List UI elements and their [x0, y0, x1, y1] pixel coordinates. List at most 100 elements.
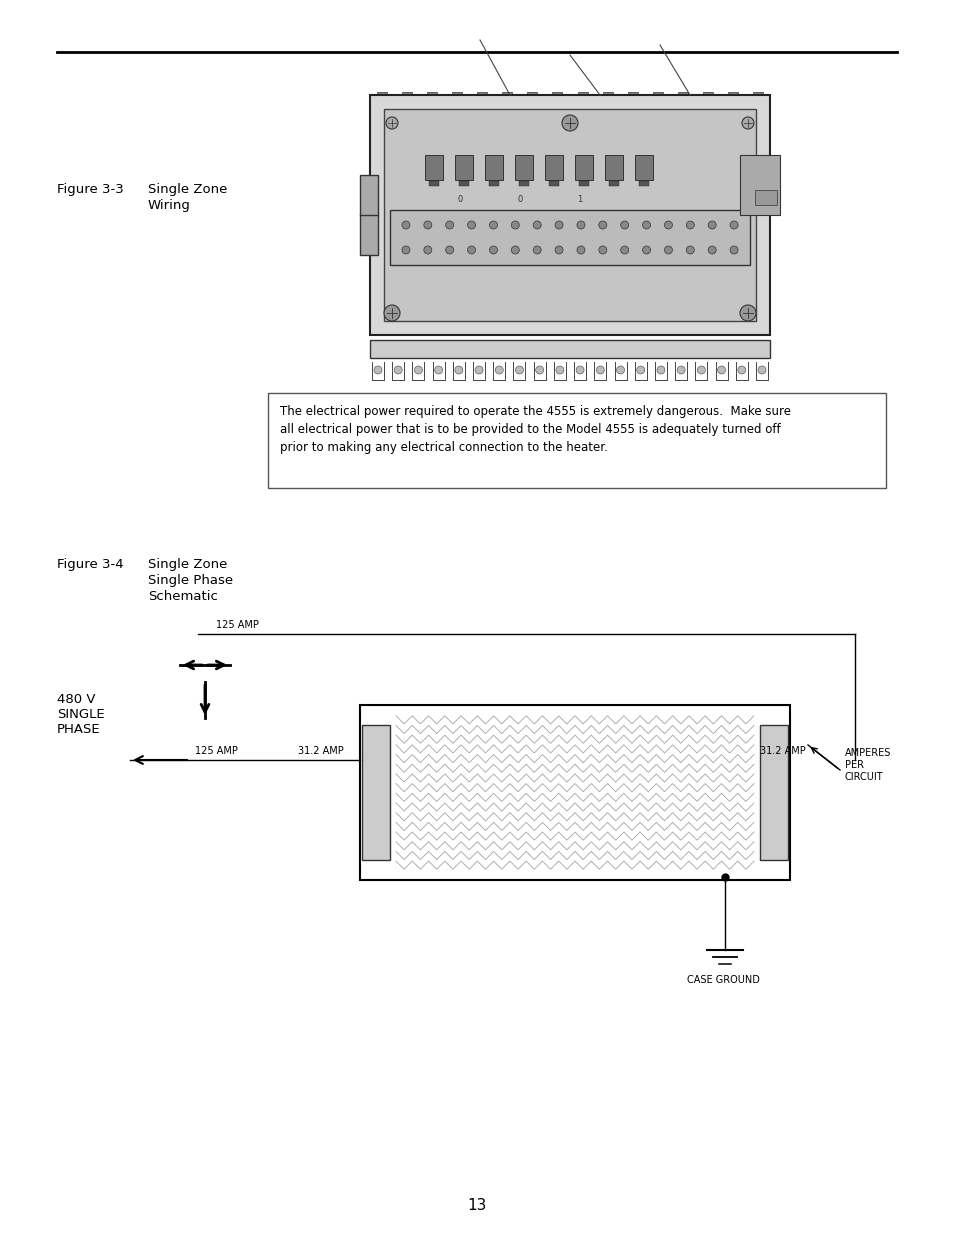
Circle shape	[394, 366, 402, 374]
Circle shape	[707, 221, 716, 228]
Bar	[652, 91, 662, 100]
Circle shape	[536, 366, 543, 374]
Circle shape	[663, 221, 672, 228]
Circle shape	[616, 366, 624, 374]
Circle shape	[495, 366, 503, 374]
Circle shape	[577, 246, 584, 254]
Circle shape	[577, 221, 584, 228]
Circle shape	[729, 246, 738, 254]
Bar	[502, 91, 512, 100]
Circle shape	[717, 366, 725, 374]
Bar	[548, 182, 558, 186]
Bar	[635, 156, 652, 180]
Text: 1: 1	[577, 195, 582, 204]
Bar	[578, 182, 588, 186]
Bar	[677, 91, 687, 100]
Bar	[727, 91, 738, 100]
Bar	[455, 156, 473, 180]
Circle shape	[677, 366, 684, 374]
Circle shape	[401, 246, 410, 254]
Circle shape	[445, 246, 454, 254]
Text: all electrical power that is to be provided to the Model 4555 is adequately turn: all electrical power that is to be provi…	[280, 424, 780, 436]
Circle shape	[511, 221, 518, 228]
Text: Single Phase: Single Phase	[148, 574, 233, 587]
Circle shape	[642, 246, 650, 254]
Text: Wiring: Wiring	[148, 199, 191, 212]
Bar	[515, 156, 533, 180]
Circle shape	[455, 366, 462, 374]
Text: 0: 0	[456, 195, 462, 204]
Text: CIRCUIT: CIRCUIT	[844, 772, 882, 782]
Bar	[458, 182, 469, 186]
Text: Schematic: Schematic	[148, 590, 217, 603]
Bar	[361, 725, 390, 860]
Circle shape	[467, 221, 475, 228]
Bar	[639, 182, 648, 186]
Circle shape	[475, 366, 482, 374]
Circle shape	[555, 246, 562, 254]
Circle shape	[596, 366, 603, 374]
Text: 13: 13	[467, 1198, 486, 1213]
Circle shape	[414, 366, 422, 374]
Bar	[359, 175, 377, 254]
Bar	[604, 156, 622, 180]
Bar	[370, 95, 769, 112]
Text: Figure 3-4: Figure 3-4	[57, 558, 124, 571]
Text: 480 V: 480 V	[57, 693, 95, 706]
Bar	[608, 182, 618, 186]
Circle shape	[515, 366, 523, 374]
Bar	[489, 182, 498, 186]
Circle shape	[642, 221, 650, 228]
Text: The electrical power required to operate the 4555 is extremely dangerous.  Make : The electrical power required to operate…	[280, 405, 790, 417]
Circle shape	[729, 221, 738, 228]
Bar	[427, 91, 436, 100]
Circle shape	[423, 221, 432, 228]
Circle shape	[435, 366, 442, 374]
Bar	[627, 91, 637, 100]
Circle shape	[663, 246, 672, 254]
Circle shape	[598, 246, 606, 254]
Circle shape	[384, 305, 399, 321]
Bar	[370, 340, 769, 358]
Circle shape	[740, 305, 755, 321]
Circle shape	[741, 117, 753, 128]
Circle shape	[620, 221, 628, 228]
Circle shape	[423, 246, 432, 254]
Circle shape	[374, 366, 381, 374]
Bar	[740, 156, 780, 215]
Text: 125 AMP: 125 AMP	[215, 620, 258, 630]
Circle shape	[445, 221, 454, 228]
Circle shape	[657, 366, 664, 374]
Bar	[424, 156, 442, 180]
Text: CASE GROUND: CASE GROUND	[686, 974, 760, 986]
Bar	[476, 91, 487, 100]
Text: AMPERES: AMPERES	[844, 748, 890, 758]
Circle shape	[561, 115, 578, 131]
Bar	[384, 109, 755, 321]
Text: Figure 3-3: Figure 3-3	[57, 183, 124, 196]
Circle shape	[697, 366, 704, 374]
Bar	[484, 156, 502, 180]
Bar	[390, 210, 749, 266]
Bar	[268, 393, 885, 488]
Circle shape	[489, 221, 497, 228]
Bar	[544, 156, 562, 180]
Circle shape	[489, 246, 497, 254]
Circle shape	[758, 366, 765, 374]
Bar	[376, 91, 387, 100]
Bar	[702, 91, 712, 100]
Circle shape	[685, 221, 694, 228]
Circle shape	[707, 246, 716, 254]
Text: prior to making any electrical connection to the heater.: prior to making any electrical connectio…	[280, 441, 607, 454]
Bar	[575, 156, 593, 180]
Bar	[602, 91, 612, 100]
Circle shape	[598, 221, 606, 228]
Text: Single Zone: Single Zone	[148, 183, 227, 196]
Bar	[752, 91, 762, 100]
Circle shape	[533, 221, 540, 228]
Circle shape	[533, 246, 540, 254]
Circle shape	[511, 246, 518, 254]
Bar	[577, 91, 587, 100]
Text: 125 AMP: 125 AMP	[194, 746, 237, 756]
Text: PER: PER	[844, 760, 863, 769]
